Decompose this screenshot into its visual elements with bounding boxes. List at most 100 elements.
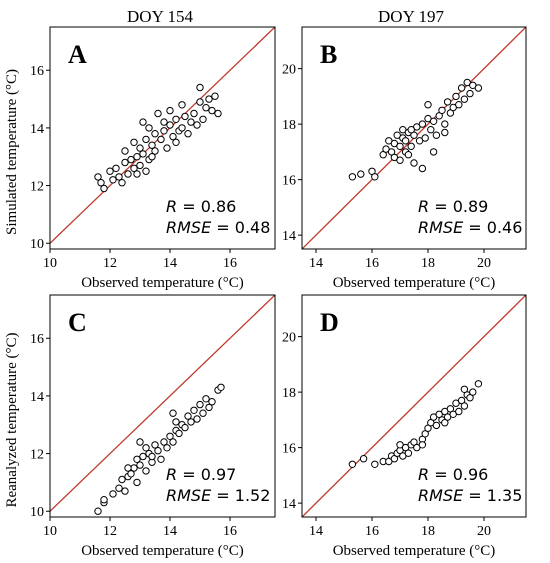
data-point xyxy=(124,170,132,178)
panel-letter: C xyxy=(68,308,87,337)
data-point xyxy=(441,419,449,427)
data-point xyxy=(142,135,150,144)
panel-a: 10 12 14 16 10 12 14 16 Observed temperature (°C… xyxy=(30,26,276,291)
data-point xyxy=(178,101,186,109)
data-point xyxy=(196,83,204,92)
data-point xyxy=(371,173,379,181)
x-tick-label: 14 xyxy=(309,256,323,271)
data-point xyxy=(421,134,429,142)
data-point xyxy=(169,409,177,417)
y-tick-label: 14 xyxy=(30,122,44,137)
data-point xyxy=(208,398,216,406)
y-tick-label: 16 xyxy=(30,64,44,79)
data-point xyxy=(151,130,159,138)
data-point xyxy=(432,131,441,139)
data-point xyxy=(359,455,368,463)
data-point xyxy=(139,150,147,158)
data-point xyxy=(460,385,469,393)
data-point xyxy=(121,487,129,495)
stat-r: R = 0.96 xyxy=(418,465,488,484)
data-point xyxy=(474,380,483,388)
y-tick-label: 14 xyxy=(30,390,44,405)
data-point xyxy=(160,127,168,135)
y-tick-label: 16 xyxy=(282,442,296,457)
data-point xyxy=(178,124,186,132)
x-tick-label: 14 xyxy=(163,524,177,539)
plot-frame xyxy=(301,294,527,518)
data-point xyxy=(217,383,225,391)
data-point xyxy=(396,142,404,151)
x-tick-label: 18 xyxy=(421,256,435,271)
data-point xyxy=(443,98,452,106)
data-point xyxy=(193,121,201,129)
data-point xyxy=(211,92,219,100)
panel-letter: D xyxy=(320,308,339,337)
data-point xyxy=(118,179,126,187)
data-point xyxy=(136,438,144,446)
data-point xyxy=(441,120,449,128)
x-axis-label: Observed temperature (°C) xyxy=(81,275,244,291)
data-point xyxy=(193,415,201,423)
data-point xyxy=(196,98,204,106)
data-point xyxy=(130,164,138,173)
y-tick-label: 10 xyxy=(30,237,44,252)
data-point xyxy=(133,170,141,178)
panel-d: 14 16 18 20 14 16 18 20 Observed temperature (°C… xyxy=(282,294,527,559)
y-tick-label: 10 xyxy=(30,505,44,520)
y-tick-label: 12 xyxy=(30,448,44,463)
x-tick-label: 14 xyxy=(163,256,177,271)
data-point xyxy=(432,421,441,430)
data-point xyxy=(163,444,171,452)
data-point xyxy=(100,184,108,193)
data-point xyxy=(100,496,108,504)
x-tick-label: 16 xyxy=(365,256,379,271)
data-point xyxy=(160,118,168,126)
data-point xyxy=(154,447,162,455)
data-point xyxy=(151,441,159,449)
column-title-right: DOY 197 xyxy=(378,7,444,26)
data-point xyxy=(136,144,144,152)
data-point xyxy=(166,432,174,440)
row-ylabel-bottom: Reanalyzed temperature (°C) xyxy=(4,332,20,507)
data-point xyxy=(148,153,156,161)
panel-c: 10 12 14 16 10 12 14 16 Observed temperature (°C… xyxy=(30,294,276,559)
data-point xyxy=(205,95,213,103)
plot-frame xyxy=(301,26,527,250)
data-point xyxy=(166,121,174,129)
x-tick-label: 20 xyxy=(477,524,491,539)
data-point xyxy=(371,460,379,468)
panel-letter: B xyxy=(320,40,337,69)
data-point xyxy=(148,452,156,461)
data-point xyxy=(396,156,404,164)
data-point xyxy=(133,455,141,463)
x-tick-label: 14 xyxy=(309,524,323,539)
data-point xyxy=(121,158,129,167)
data-point xyxy=(438,106,446,115)
data-point xyxy=(184,412,192,420)
data-point xyxy=(157,455,165,463)
x-tick-label: 16 xyxy=(223,256,237,271)
data-point xyxy=(139,452,147,461)
data-point xyxy=(455,101,463,109)
data-point xyxy=(187,118,195,126)
data-point xyxy=(466,89,474,98)
panel-letter: A xyxy=(68,40,87,69)
data-point xyxy=(348,460,357,468)
data-point xyxy=(115,484,123,492)
data-point xyxy=(357,170,365,178)
data-point xyxy=(418,164,427,173)
data-point xyxy=(196,400,204,409)
data-point xyxy=(208,106,216,115)
stat-rmse: RMSE = 1.52 xyxy=(166,486,270,505)
data-point xyxy=(172,115,180,124)
data-point xyxy=(187,418,195,426)
y-tick-label: 20 xyxy=(282,331,296,346)
one-to-one-line xyxy=(50,295,275,512)
y-tick-label: 12 xyxy=(30,180,44,195)
data-point xyxy=(181,423,189,432)
data-point xyxy=(214,109,222,118)
data-point xyxy=(181,112,189,121)
y-tick-label: 20 xyxy=(282,63,296,78)
data-point xyxy=(410,159,418,167)
x-tick-label: 16 xyxy=(365,524,379,539)
